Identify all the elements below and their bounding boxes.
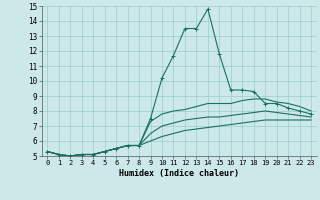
X-axis label: Humidex (Indice chaleur): Humidex (Indice chaleur) <box>119 169 239 178</box>
